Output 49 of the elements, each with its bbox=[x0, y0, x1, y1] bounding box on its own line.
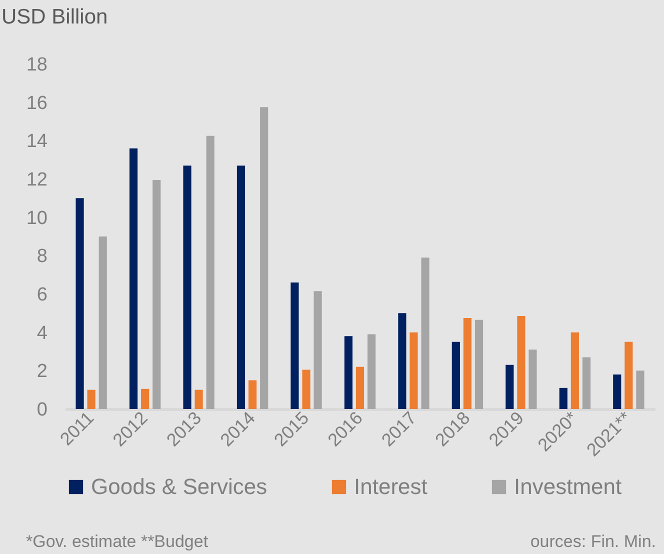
y-tick-label: 6 bbox=[36, 284, 48, 306]
y-tick-label: 4 bbox=[36, 322, 48, 344]
legend-label: Goods & Services bbox=[91, 474, 268, 499]
bar bbox=[613, 374, 622, 409]
bar bbox=[206, 136, 214, 409]
bar bbox=[302, 370, 310, 409]
bar bbox=[76, 198, 84, 409]
y-tick-label: 14 bbox=[26, 131, 48, 152]
legend-label: Interest bbox=[354, 474, 428, 499]
y-tick-label: 0 bbox=[36, 400, 48, 420]
bar bbox=[356, 366, 364, 409]
bar bbox=[290, 282, 299, 409]
bar bbox=[368, 334, 376, 409]
y-tick-label: 16 bbox=[26, 92, 48, 114]
bar bbox=[570, 332, 579, 409]
bar bbox=[152, 180, 161, 409]
y-axis-title: USD Billion bbox=[2, 6, 108, 28]
legend-label: Investment bbox=[514, 474, 622, 499]
bar bbox=[129, 148, 138, 409]
bar bbox=[528, 350, 537, 409]
bar bbox=[183, 166, 192, 409]
bar bbox=[517, 316, 526, 409]
bar bbox=[87, 390, 96, 409]
bar bbox=[582, 357, 591, 409]
bar bbox=[410, 332, 418, 409]
y-tick-label: 8 bbox=[36, 246, 48, 268]
bar bbox=[344, 336, 352, 409]
bar bbox=[260, 107, 268, 409]
y-tick-label: 18 bbox=[26, 54, 48, 76]
bar bbox=[98, 236, 107, 409]
bar bbox=[314, 291, 322, 409]
bar bbox=[141, 388, 150, 409]
bar bbox=[559, 388, 568, 409]
text: ources: Fin. Min. bbox=[530, 532, 656, 552]
bar bbox=[452, 342, 460, 409]
bar bbox=[194, 390, 203, 409]
bar bbox=[506, 364, 514, 409]
bar bbox=[398, 313, 406, 409]
bar bbox=[636, 370, 644, 409]
bar bbox=[624, 342, 633, 409]
bar bbox=[236, 166, 246, 409]
y-tick-label: 12 bbox=[26, 170, 48, 190]
bar bbox=[474, 320, 484, 409]
y-tick-label: 2 bbox=[36, 361, 48, 382]
bar bbox=[421, 258, 430, 409]
bar bbox=[248, 380, 257, 409]
text: *Gov. estimate **Budget bbox=[26, 532, 208, 552]
y-tick-label: 10 bbox=[26, 208, 48, 229]
bar bbox=[463, 318, 472, 409]
